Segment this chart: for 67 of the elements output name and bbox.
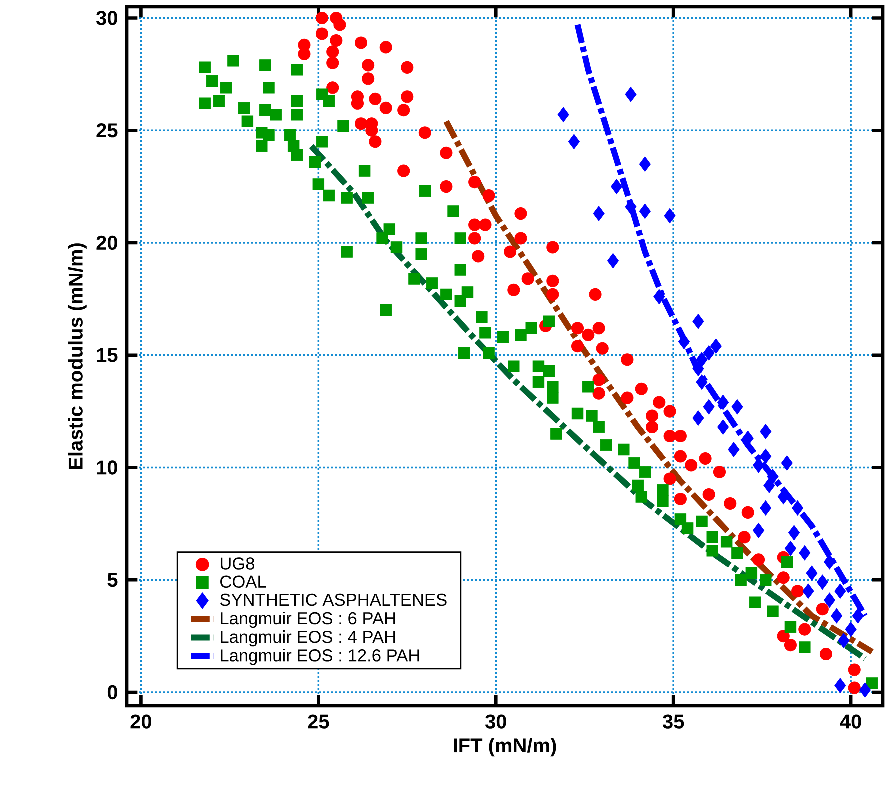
- point: [852, 608, 864, 624]
- y-tick-label: 0: [108, 685, 118, 700]
- x-tick-label: 40: [840, 714, 862, 729]
- x-axis-title: IFT (mN/m): [454, 738, 556, 757]
- point: [753, 523, 765, 538]
- point: [760, 500, 772, 516]
- point: [831, 608, 843, 624]
- point: [639, 204, 651, 220]
- x-tick-label: 35: [662, 714, 684, 729]
- legend-label: UG8: [220, 558, 255, 570]
- point: [788, 525, 800, 541]
- point: [816, 574, 828, 590]
- point: [834, 584, 846, 599]
- legend-label: COAL: [220, 576, 266, 588]
- x-tick-label: 20: [130, 714, 152, 729]
- point: [558, 107, 570, 122]
- point: [625, 87, 637, 102]
- point: [710, 338, 722, 354]
- point: [692, 314, 704, 330]
- point: [718, 394, 730, 410]
- y-tick-label: 10: [97, 460, 118, 475]
- point: [760, 424, 772, 440]
- point: [639, 156, 651, 172]
- point: [781, 456, 793, 471]
- legend-label: Langmuir EOS : 12.6 PAH: [221, 649, 420, 666]
- y-tick-label: 30: [96, 11, 118, 26]
- point: [799, 546, 811, 561]
- y-tick-label: 20: [96, 236, 118, 250]
- y-axis-title: Elastic modulus (mN/m): [68, 244, 87, 470]
- point: [593, 206, 605, 222]
- point: [732, 399, 744, 415]
- point: [703, 399, 715, 415]
- x-tick-label: 30: [485, 714, 506, 729]
- point: [792, 500, 804, 516]
- point: [859, 682, 872, 698]
- point: [764, 478, 776, 494]
- point: [824, 592, 836, 608]
- point: [678, 334, 690, 350]
- point: [568, 134, 580, 150]
- point: [838, 633, 850, 648]
- x-tick-label: 25: [308, 714, 330, 729]
- point: [784, 541, 796, 556]
- point: [824, 554, 836, 570]
- point: [692, 361, 704, 376]
- point: [802, 584, 814, 599]
- legend-label: SYNTHETIC ASPHALTENES: [220, 594, 447, 606]
- point: [696, 374, 708, 390]
- legend-label: Langmuir EOS : 4 PAH: [221, 630, 396, 647]
- point: [696, 352, 708, 368]
- point: [703, 346, 715, 361]
- y-tick-label: 25: [96, 124, 118, 138]
- point: [728, 442, 740, 458]
- point: [767, 469, 779, 484]
- y-tick-label: 5: [108, 573, 118, 588]
- point: [834, 678, 846, 694]
- point: [654, 289, 666, 305]
- point: [692, 410, 704, 426]
- point: [760, 448, 772, 464]
- point: [718, 420, 730, 435]
- point: [607, 253, 620, 269]
- y-tick-label: 15: [97, 348, 118, 362]
- point: [625, 199, 637, 215]
- point: [806, 566, 818, 581]
- point: [664, 208, 676, 224]
- point: [845, 622, 857, 638]
- legend-label: Langmuir EOS : 6 PAH: [221, 612, 396, 628]
- point: [611, 179, 623, 194]
